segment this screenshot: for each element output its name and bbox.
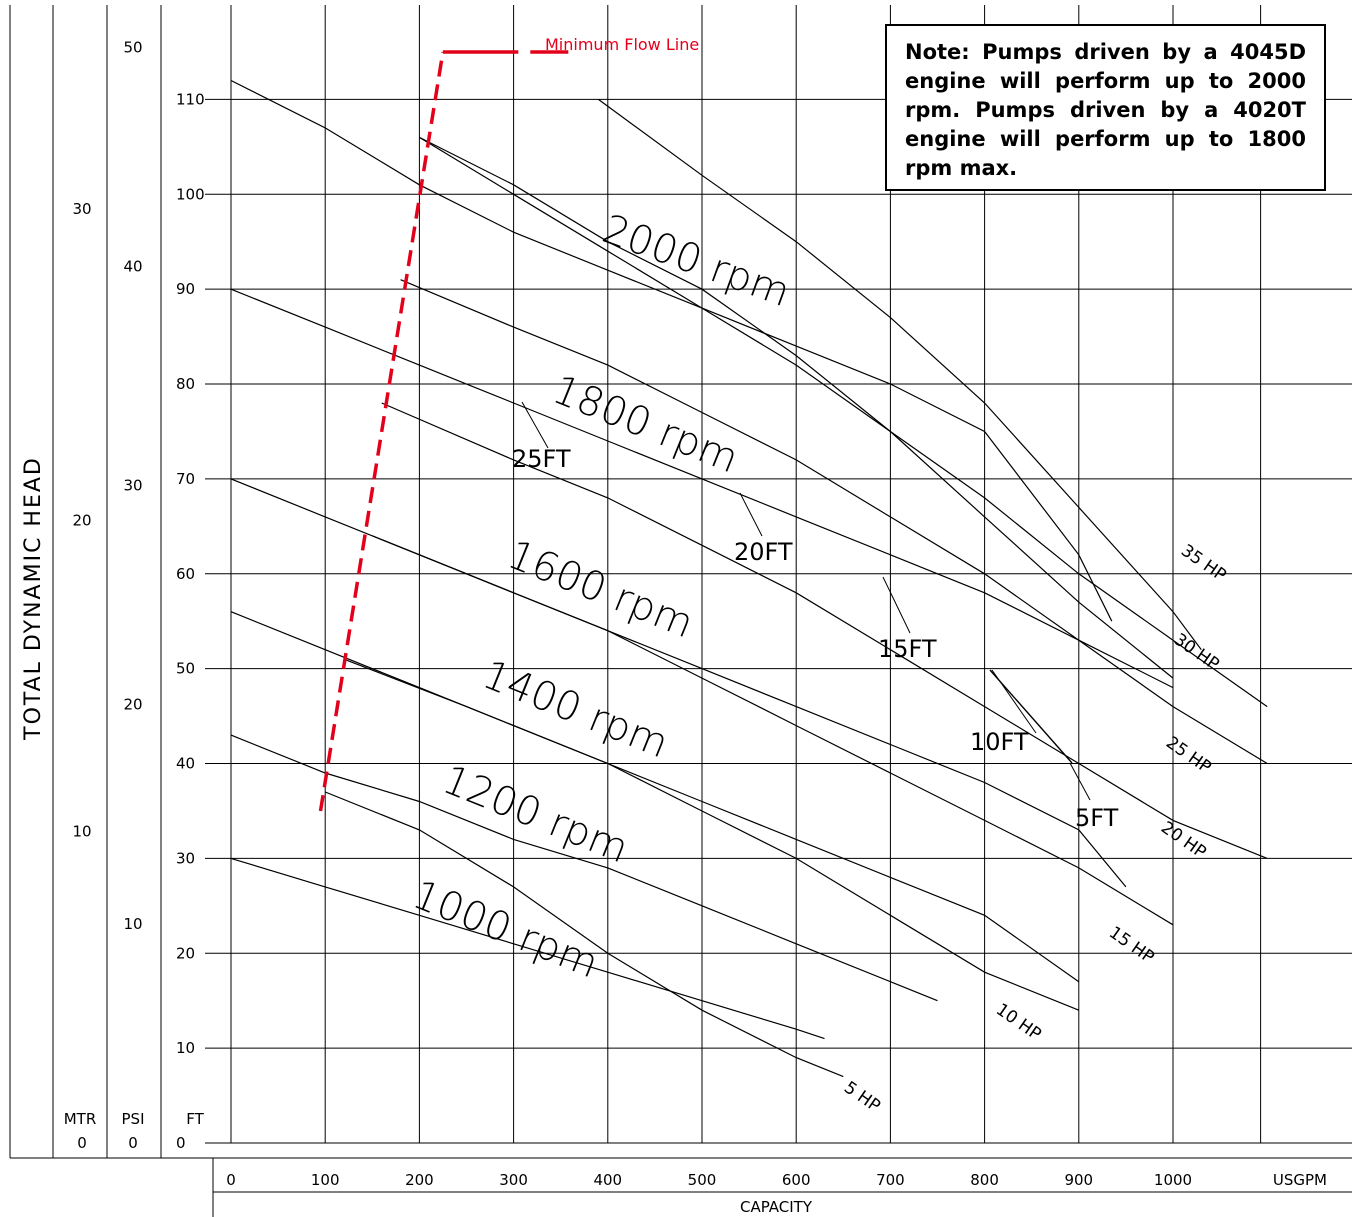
ft-unit-label: FT <box>186 1110 204 1128</box>
psi-tick-label-20: 20 <box>123 696 142 714</box>
npsh-label-10ft: 10FT <box>970 728 1029 756</box>
x-tick-label-700: 700 <box>876 1171 905 1189</box>
power-curve-35-hp <box>598 98 1202 651</box>
ft-tick-label-90: 90 <box>176 280 195 298</box>
power-curve-10-hp <box>343 658 1080 1011</box>
ft-tick-label-60: 60 <box>176 565 195 583</box>
ft-tick-label-40: 40 <box>176 755 195 773</box>
mtr-tick-label-20: 20 <box>72 511 91 529</box>
npsh-label-20ft: 20FT <box>734 538 793 566</box>
npsh-label-25ft: 25FT <box>512 445 571 473</box>
x-tick-label-300: 300 <box>499 1171 528 1189</box>
ft-tick-label-110: 110 <box>176 90 205 108</box>
psi-tick-label-50: 50 <box>123 38 142 56</box>
psi-tick-label-10: 10 <box>123 915 142 933</box>
chart-curves <box>230 50 1268 1078</box>
x-tick-label-900: 900 <box>1064 1171 1093 1189</box>
mtr-tick-label-0: 0 <box>77 1134 87 1152</box>
y-axis-title: TOTAL DYNAMIC HEAD <box>21 456 46 741</box>
x-tick-label-800: 800 <box>970 1171 999 1189</box>
npsh-label-15ft: 15FT <box>878 635 937 663</box>
speed-curve-1400-rpm <box>230 611 1080 983</box>
speed-label-1600-rpm: 1600 rpm <box>501 532 699 648</box>
ft-tick-label-0: 0 <box>176 1134 186 1152</box>
speed-curve-1800-rpm-lower <box>230 288 1174 689</box>
psi-tick-label-0: 0 <box>128 1134 138 1152</box>
axis-ticks: 0 100 200 300 400 500 600 700 800 900 1000 USGPM010… <box>64 38 1327 1189</box>
mtr-unit-label: MTR <box>64 1110 97 1128</box>
ft-tick-label-80: 80 <box>176 375 195 393</box>
ft-tick-label-50: 50 <box>176 660 195 678</box>
power-label-35-hp: 35 HP <box>1177 541 1229 586</box>
speed-curve-1000-rpm <box>230 857 825 1040</box>
x-tick-label-200: 200 <box>405 1171 434 1189</box>
power-label-25-hp: 25 HP <box>1162 733 1214 778</box>
chart-frame <box>9 5 1352 1217</box>
speed-label-1200-rpm: 1200 rpm <box>436 757 634 873</box>
x-tick-label-500: 500 <box>688 1171 717 1189</box>
x-tick-label-600: 600 <box>782 1171 811 1189</box>
psi-tick-label-30: 30 <box>123 477 142 495</box>
psi-unit-label: PSI <box>122 1110 145 1128</box>
minimum-flow-line <box>318 51 445 812</box>
npsh-leader-15ft <box>882 576 911 634</box>
power-label-15-hp: 15 HP <box>1105 923 1157 968</box>
ft-tick-label-20: 20 <box>176 944 195 962</box>
power-curve-5-hp <box>324 791 844 1078</box>
x-tick-label-100: 100 <box>311 1171 340 1189</box>
npsh-leader-25ft <box>521 401 549 449</box>
engine-note: Note: Pumps driven by a 4045D engine wil… <box>885 24 1326 191</box>
power-label-5-hp: 5 HP <box>840 1078 884 1117</box>
npsh-leader-10ft-to-5ft <box>989 669 1073 764</box>
power-label-30-hp: 30 HP <box>1170 630 1222 675</box>
x-tick-label-0: 0 <box>226 1171 236 1189</box>
power-curve-30-hp <box>419 136 1268 708</box>
power-label-10-hp: 10 HP <box>992 1000 1044 1045</box>
npsh-label-5ft: 5FT <box>1075 804 1119 832</box>
mtr-tick-label-30: 30 <box>72 200 91 218</box>
x-tick-label-400: 400 <box>593 1171 622 1189</box>
npsh-leader-5ft <box>1069 762 1091 801</box>
x-unit-label: USGPM <box>1273 1171 1327 1189</box>
ft-tick-label-10: 10 <box>176 1039 195 1057</box>
power-curve-20-hp <box>381 402 1268 859</box>
speed-curve-2000-rpm <box>419 136 1174 679</box>
ft-tick-label-100: 100 <box>176 185 205 203</box>
speed-label-2000-rpm: 2000 rpm <box>597 206 796 316</box>
npsh-leader-20ft <box>739 492 763 537</box>
mtr-tick-label-10: 10 <box>72 823 91 841</box>
ft-tick-label-30: 30 <box>176 849 195 867</box>
minimum-flow-label: Minimum Flow Line <box>545 35 699 54</box>
power-curve-25-hp <box>400 279 1268 765</box>
psi-tick-label-40: 40 <box>123 257 142 275</box>
x-axis-title: CAPACITY <box>740 1198 813 1216</box>
power-curve-15-hp <box>372 535 1174 926</box>
ft-tick-label-70: 70 <box>176 470 195 488</box>
x-tick-label-1000: 1000 <box>1154 1171 1192 1189</box>
axis-titles: CAPACITY TOTAL DYNAMIC HEAD <box>21 456 813 1216</box>
speed-curve-1200-rpm <box>230 734 938 1002</box>
